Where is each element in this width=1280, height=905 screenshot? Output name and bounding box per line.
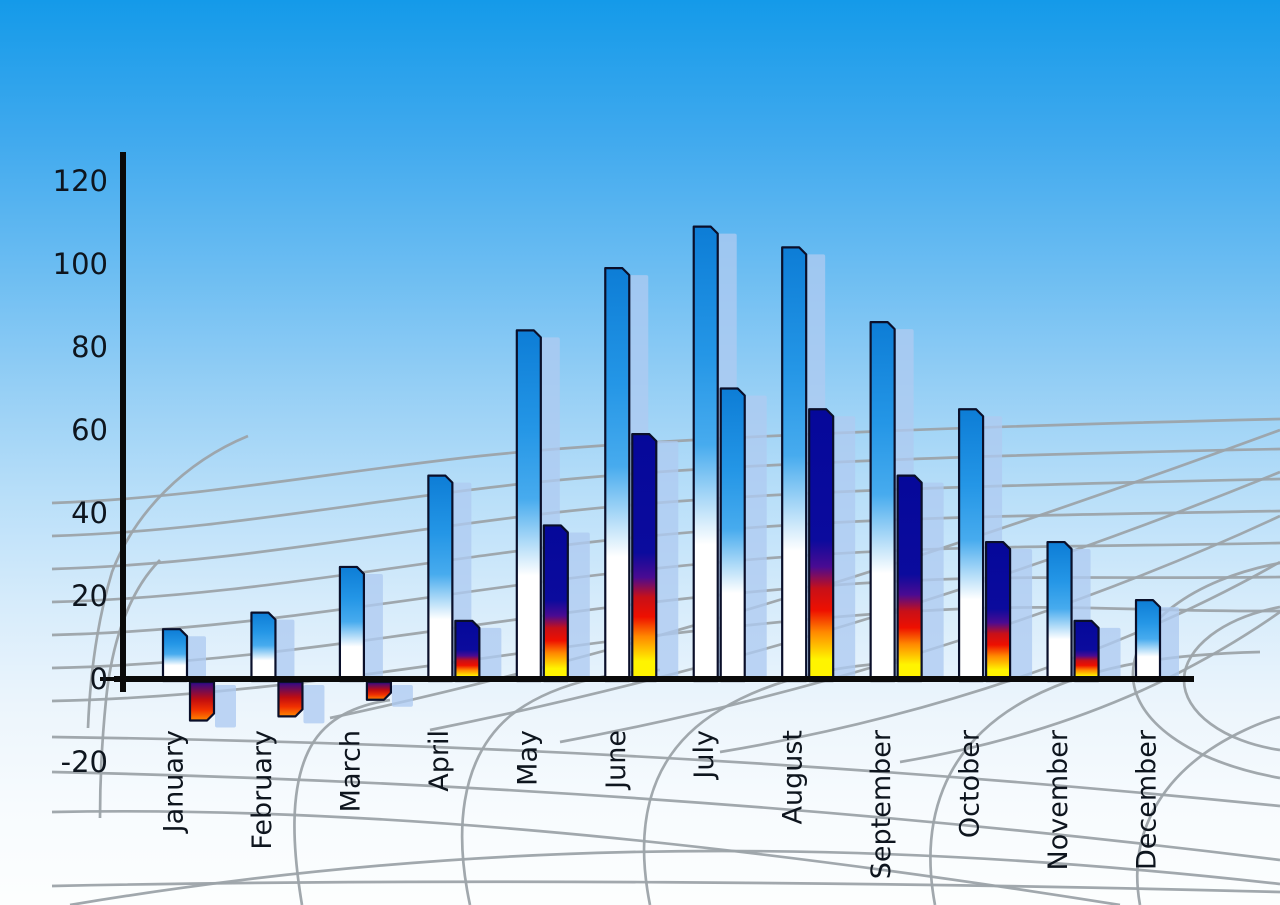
bar-shadow-january-s2 [215, 685, 236, 728]
x-tick-label-march: March [335, 730, 366, 812]
bar-shadow-september-s2 [922, 482, 944, 682]
y-tick-label-40: 40 [71, 496, 108, 530]
bar-shadow-june-s2 [657, 441, 679, 682]
bar-march-s1 [338, 565, 366, 683]
bar-shadow-march-s2 [391, 685, 413, 707]
floor-grid [51, 417, 1280, 905]
y-tick-label-100: 100 [53, 247, 108, 281]
bar-september-s1 [869, 321, 896, 683]
x-tick-label-may: May [512, 730, 543, 786]
bar-april-s2 [454, 619, 481, 683]
y-tick-label-120: 120 [53, 164, 108, 198]
bar-june-s2 [631, 433, 658, 683]
bar-shadow-february-s2 [303, 685, 325, 724]
y-tick-label-0: 0 [90, 662, 108, 696]
bar-june-s1 [604, 267, 631, 683]
bar-april-s1 [427, 474, 454, 683]
bar-shadow-august-s2 [834, 416, 856, 682]
x-tick-label-august: August [778, 730, 809, 825]
bar-july-s2 [719, 387, 746, 683]
x-tick-label-october: October [955, 729, 986, 838]
y-tick-label--20: -20 [61, 745, 108, 779]
bar-august-s1 [781, 246, 808, 683]
bar-october-s1 [957, 408, 985, 683]
bar-august-s2 [808, 408, 835, 683]
x-tick-label-december: December [1131, 729, 1162, 870]
bar-september-s2 [896, 474, 923, 683]
bar-shadow-october-s2 [1011, 549, 1033, 682]
bar-december-s1 [1134, 599, 1162, 683]
x-tick-label-january: January [159, 730, 190, 834]
bar-shadow-march-s1 [361, 573, 383, 682]
bar-shadow-july-s2 [745, 395, 767, 682]
x-tick-label-july: July [689, 730, 720, 781]
bar-shadow-november-s2 [1099, 627, 1121, 682]
x-axis-line [114, 676, 1194, 682]
bar-november-s1 [1046, 540, 1073, 683]
bar-march-s2 [365, 680, 393, 701]
x-tick-label-february: February [247, 730, 278, 850]
x-tick-label-june: June [601, 730, 632, 791]
bar-july-s1 [692, 225, 719, 683]
bar-october-s2 [984, 540, 1012, 683]
axes-layer [100, 152, 1194, 692]
bar-shadow-february-s1 [273, 619, 295, 682]
bar-february-s2 [277, 680, 304, 718]
bar-shadow-january-s1 [185, 636, 206, 682]
y-tick-label-60: 60 [71, 413, 108, 447]
bar-november-s2 [1073, 619, 1100, 683]
x-tick-labels: January February March April May June July Augu… [159, 729, 1163, 879]
zero-tick-mark [100, 677, 122, 681]
y-axis-line [120, 152, 126, 692]
bar-shadow-december-s1 [1157, 607, 1179, 682]
x-tick-label-november: November [1043, 729, 1074, 870]
y-tick-label-80: 80 [71, 330, 108, 364]
bars-layer [161, 225, 1179, 728]
x-tick-label-april: April [424, 730, 455, 792]
bar-may-s1 [515, 329, 542, 683]
bar-february-s1 [250, 611, 277, 683]
bar-shadow-may-s2 [568, 532, 590, 682]
x-tick-label-september: September [866, 729, 897, 879]
bar-january-s1 [161, 628, 189, 683]
bar-shadow-april-s2 [480, 627, 502, 682]
y-tick-label-20: 20 [71, 579, 108, 613]
bar-january-s2 [188, 680, 216, 722]
bar-may-s2 [542, 524, 569, 683]
y-tick-labels: 120 100 80 60 40 20 0 -20 [53, 164, 108, 779]
